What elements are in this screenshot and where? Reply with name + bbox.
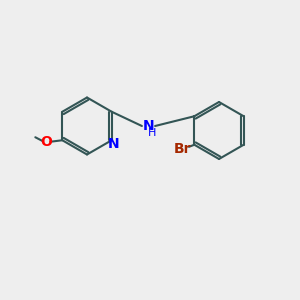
Text: Br: Br <box>174 142 192 156</box>
Text: N: N <box>143 119 154 133</box>
Text: H: H <box>148 128 156 138</box>
Text: N: N <box>107 137 119 151</box>
Text: O: O <box>40 135 52 149</box>
